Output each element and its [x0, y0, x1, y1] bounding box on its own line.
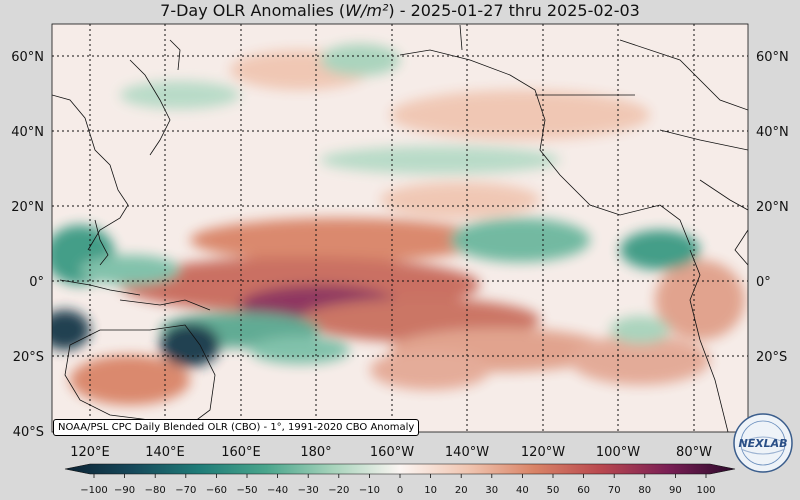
title-unit: W/m² — [345, 1, 389, 20]
colorbar-tick-label-19: 90 — [669, 485, 682, 496]
lat-label-left-1: 40°N — [11, 125, 44, 140]
latitude-labels-left: 60°N 40°N 20°N 0° 20°S 40°S — [11, 50, 44, 440]
colorbar-tick-label-10: 0 — [397, 485, 403, 496]
colorbar-tick-label-1: −90 — [114, 485, 135, 496]
colorbar-ticks: −100 −90 −80 −70 −60 −50 −40 −30 −20 −10 0 10 20 30 40… — [80, 474, 716, 496]
colorbar: −100 −90 −80 −70 −60 −50 −40 −30 −20 −10 0 10 20 30 40… — [64, 463, 736, 496]
lat-label-left-2: 20°N — [11, 200, 44, 215]
coastlines — [52, 24, 748, 432]
lon-label-0: 120°E — [70, 445, 110, 460]
lon-label-4: 160°W — [370, 445, 414, 460]
lon-label-3: 180° — [300, 445, 331, 460]
anomaly-field — [52, 24, 748, 432]
colorbar-tick-label-11: 10 — [424, 485, 437, 496]
lon-label-6: 120°W — [521, 445, 565, 460]
colorbar-tick-label-12: 20 — [455, 485, 468, 496]
logo-wordmark: NEXLAB — [738, 437, 787, 450]
colorbar-tick-label-16: 60 — [577, 485, 590, 496]
colorbar-tick-label-14: 40 — [516, 485, 529, 496]
lat-label-right-1: 40°N — [756, 125, 789, 140]
lat-label-left-3: 0° — [29, 275, 44, 290]
graticule — [52, 24, 748, 432]
lat-label-right-2: 20°N — [756, 200, 789, 215]
lat-label-left-5: 40°S — [13, 425, 44, 440]
colorbar-tick-label-13: 30 — [485, 485, 498, 496]
lat-label-left-0: 60°N — [11, 50, 44, 65]
colorbar-tick-label-2: −80 — [145, 485, 166, 496]
latitude-labels-right: 60°N40°N20°N0°20°S40°S — [756, 50, 789, 440]
data-source-credit: NOAA/PSL CPC Daily Blended OLR (CBO) - 1… — [53, 419, 420, 436]
lat-label-left-4: 20°S — [13, 350, 44, 365]
lat-label-right-3: 0° — [756, 275, 771, 290]
longitude-labels: 120°E 140°E 160°E 180° 160°W 140°W 120°W 100°W 8… — [70, 445, 712, 460]
lon-label-2: 160°E — [221, 445, 261, 460]
colorbar-tick-label-20: 100 — [696, 485, 715, 496]
colorbar-tick-label-4: −60 — [206, 485, 227, 496]
colorbar-tick-label-5: −50 — [236, 485, 257, 496]
lon-label-5: 140°W — [445, 445, 489, 460]
colorbar-tick-label-15: 50 — [547, 485, 560, 496]
lon-label-7: 100°W — [596, 445, 640, 460]
colorbar-tick-label-8: −20 — [328, 485, 349, 496]
lon-label-8: 80°W — [676, 445, 712, 460]
nexlab-logo: NEXLAB — [733, 413, 793, 473]
colorbar-tick-label-17: 70 — [608, 485, 621, 496]
colorbar-tick-label-0: −100 — [80, 485, 107, 496]
colorbar-tick-label-7: −30 — [298, 485, 319, 496]
colorbar-tick-label-18: 80 — [638, 485, 651, 496]
colorbar-tick-label-9: −10 — [359, 485, 380, 496]
colorbar-tick-label-6: −40 — [267, 485, 288, 496]
lat-label-right-4: 20°S — [756, 350, 787, 365]
map-title: 7-Day OLR Anomalies (W/m²) - 2025-01-27 … — [160, 1, 640, 20]
lon-label-1: 140°E — [145, 445, 185, 460]
lat-label-right-0: 60°N — [756, 50, 789, 65]
colorbar-tick-label-3: −70 — [175, 485, 196, 496]
